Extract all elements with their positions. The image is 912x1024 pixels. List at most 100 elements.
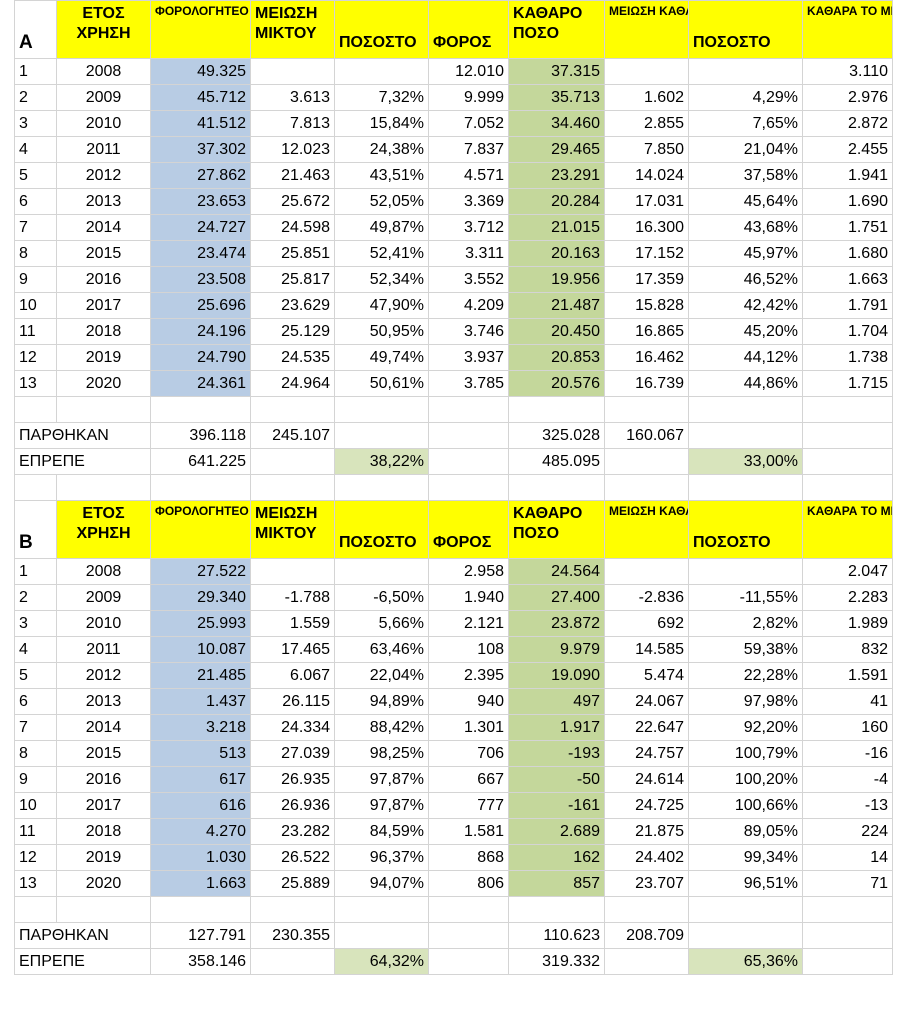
year[interactable]: 2009 xyxy=(56,84,151,111)
reduction-percent[interactable]: 52,34% xyxy=(334,266,429,293)
year[interactable]: 2017 xyxy=(56,292,151,319)
reduction-percent[interactable] xyxy=(334,58,429,85)
row-index[interactable]: 8 xyxy=(14,740,57,767)
header-meiosi-katharou[interactable]: ΜΕΙΩΣΗ ΚΑΘΑΡΟΥ xyxy=(604,500,689,559)
empty-cell[interactable] xyxy=(334,922,429,949)
parthikan-label[interactable]: ΠΑΡΘΗΚΑΝ xyxy=(14,922,151,949)
taxable-amount[interactable]: 616 xyxy=(150,792,251,819)
net-reduction-percent[interactable]: 44,86% xyxy=(688,370,803,397)
net-monthly[interactable]: -4 xyxy=(802,766,893,793)
row-index[interactable]: 11 xyxy=(14,318,57,345)
parthikan-net-reduction[interactable]: 160.067 xyxy=(604,422,689,449)
taxable-amount[interactable]: 49.325 xyxy=(150,58,251,85)
taxable-amount[interactable]: 10.087 xyxy=(150,636,251,663)
tax[interactable]: 1.301 xyxy=(428,714,509,741)
empty-cell[interactable] xyxy=(688,422,803,449)
net-monthly[interactable]: 3.110 xyxy=(802,58,893,85)
empty-cell[interactable] xyxy=(802,396,893,423)
net-monthly[interactable]: 1.663 xyxy=(802,266,893,293)
net-reduction[interactable]: 16.462 xyxy=(604,344,689,371)
net-monthly[interactable]: 2.283 xyxy=(802,584,893,611)
gross-reduction[interactable]: 6.067 xyxy=(250,662,335,689)
empty-cell[interactable] xyxy=(150,396,251,423)
gross-reduction[interactable]: 25.817 xyxy=(250,266,335,293)
year[interactable]: 2017 xyxy=(56,792,151,819)
header-kathara-mina[interactable]: ΚΑΘΑΡΑ ΤΟ ΜΗΝΑ xyxy=(802,0,893,59)
net-monthly[interactable]: 160 xyxy=(802,714,893,741)
eprepe-label[interactable]: ΕΠΡΕΠΕ xyxy=(14,948,151,975)
net-reduction-percent[interactable]: 89,05% xyxy=(688,818,803,845)
year[interactable]: 2012 xyxy=(56,162,151,189)
net-amount[interactable]: 23.291 xyxy=(508,162,605,189)
empty-cell[interactable] xyxy=(802,922,893,949)
net-reduction-percent[interactable] xyxy=(688,558,803,585)
taxable-amount[interactable]: 45.712 xyxy=(150,84,251,111)
header-meiosi[interactable]: ΜΕΙΩΣΗ ΜΙΚΤΟΥ xyxy=(250,500,335,559)
reduction-percent[interactable]: 84,59% xyxy=(334,818,429,845)
net-reduction[interactable]: 15.828 xyxy=(604,292,689,319)
net-monthly[interactable]: 14 xyxy=(802,844,893,871)
tax[interactable]: 706 xyxy=(428,740,509,767)
tax[interactable]: 4.571 xyxy=(428,162,509,189)
net-monthly[interactable]: -13 xyxy=(802,792,893,819)
tax[interactable]: 4.209 xyxy=(428,292,509,319)
header-pososto[interactable]: ΠΟΣΟΣΤΟ xyxy=(334,0,429,59)
gross-reduction[interactable]: 7.813 xyxy=(250,110,335,137)
year[interactable]: 2011 xyxy=(56,136,151,163)
net-reduction-percent[interactable]: 99,34% xyxy=(688,844,803,871)
net-monthly[interactable]: 2.872 xyxy=(802,110,893,137)
header-foros[interactable]: ΦΟΡΟΣ xyxy=(428,500,509,559)
net-amount[interactable]: 20.450 xyxy=(508,318,605,345)
empty-cell[interactable] xyxy=(604,396,689,423)
empty-cell[interactable] xyxy=(250,948,335,975)
net-monthly[interactable]: 1.941 xyxy=(802,162,893,189)
reduction-percent[interactable]: 15,84% xyxy=(334,110,429,137)
empty-cell[interactable] xyxy=(604,448,689,475)
empty-cell[interactable] xyxy=(802,474,893,501)
eprepe-taxable[interactable]: 641.225 xyxy=(150,448,251,475)
taxable-amount[interactable]: 21.485 xyxy=(150,662,251,689)
gross-reduction[interactable]: 21.463 xyxy=(250,162,335,189)
reduction-percent[interactable]: 5,66% xyxy=(334,610,429,637)
row-index[interactable]: 13 xyxy=(14,870,57,897)
empty-cell[interactable] xyxy=(56,474,151,501)
reduction-percent[interactable]: 94,89% xyxy=(334,688,429,715)
taxable-amount[interactable]: 24.790 xyxy=(150,344,251,371)
gross-reduction[interactable]: 27.039 xyxy=(250,740,335,767)
row-index[interactable]: 4 xyxy=(14,136,57,163)
net-amount[interactable]: 21.015 xyxy=(508,214,605,241)
parthikan-reduction[interactable]: 230.355 xyxy=(250,922,335,949)
net-monthly[interactable]: 1.751 xyxy=(802,214,893,241)
empty-cell[interactable] xyxy=(802,448,893,475)
net-amount[interactable]: 24.564 xyxy=(508,558,605,585)
taxable-amount[interactable]: 617 xyxy=(150,766,251,793)
net-amount[interactable]: -193 xyxy=(508,740,605,767)
net-reduction[interactable]: 16.865 xyxy=(604,318,689,345)
header-foros[interactable]: ΦΟΡΟΣ xyxy=(428,0,509,59)
empty-cell[interactable] xyxy=(802,948,893,975)
tax[interactable]: 3.712 xyxy=(428,214,509,241)
net-reduction[interactable]: 692 xyxy=(604,610,689,637)
net-amount[interactable]: 1.917 xyxy=(508,714,605,741)
net-reduction[interactable]: 5.474 xyxy=(604,662,689,689)
empty-cell[interactable] xyxy=(802,896,893,923)
gross-reduction[interactable]: 24.964 xyxy=(250,370,335,397)
gross-reduction[interactable]: 26.935 xyxy=(250,766,335,793)
gross-reduction[interactable]: 26.936 xyxy=(250,792,335,819)
empty-cell[interactable] xyxy=(508,896,605,923)
net-reduction-percent[interactable] xyxy=(688,58,803,85)
reduction-percent[interactable]: 49,74% xyxy=(334,344,429,371)
gross-reduction[interactable]: 25.889 xyxy=(250,870,335,897)
taxable-amount[interactable]: 1.030 xyxy=(150,844,251,871)
empty-cell[interactable] xyxy=(428,422,509,449)
empty-cell[interactable] xyxy=(688,396,803,423)
row-index[interactable]: 4 xyxy=(14,636,57,663)
header-katharo[interactable]: ΚΑΘΑΡΟ ΠΟΣΟ xyxy=(508,0,605,59)
net-reduction[interactable]: 1.602 xyxy=(604,84,689,111)
year[interactable]: 2020 xyxy=(56,370,151,397)
gross-reduction[interactable]: 1.559 xyxy=(250,610,335,637)
net-monthly[interactable]: 1.989 xyxy=(802,610,893,637)
net-reduction[interactable] xyxy=(604,558,689,585)
empty-cell[interactable] xyxy=(14,896,57,923)
gross-reduction[interactable] xyxy=(250,558,335,585)
